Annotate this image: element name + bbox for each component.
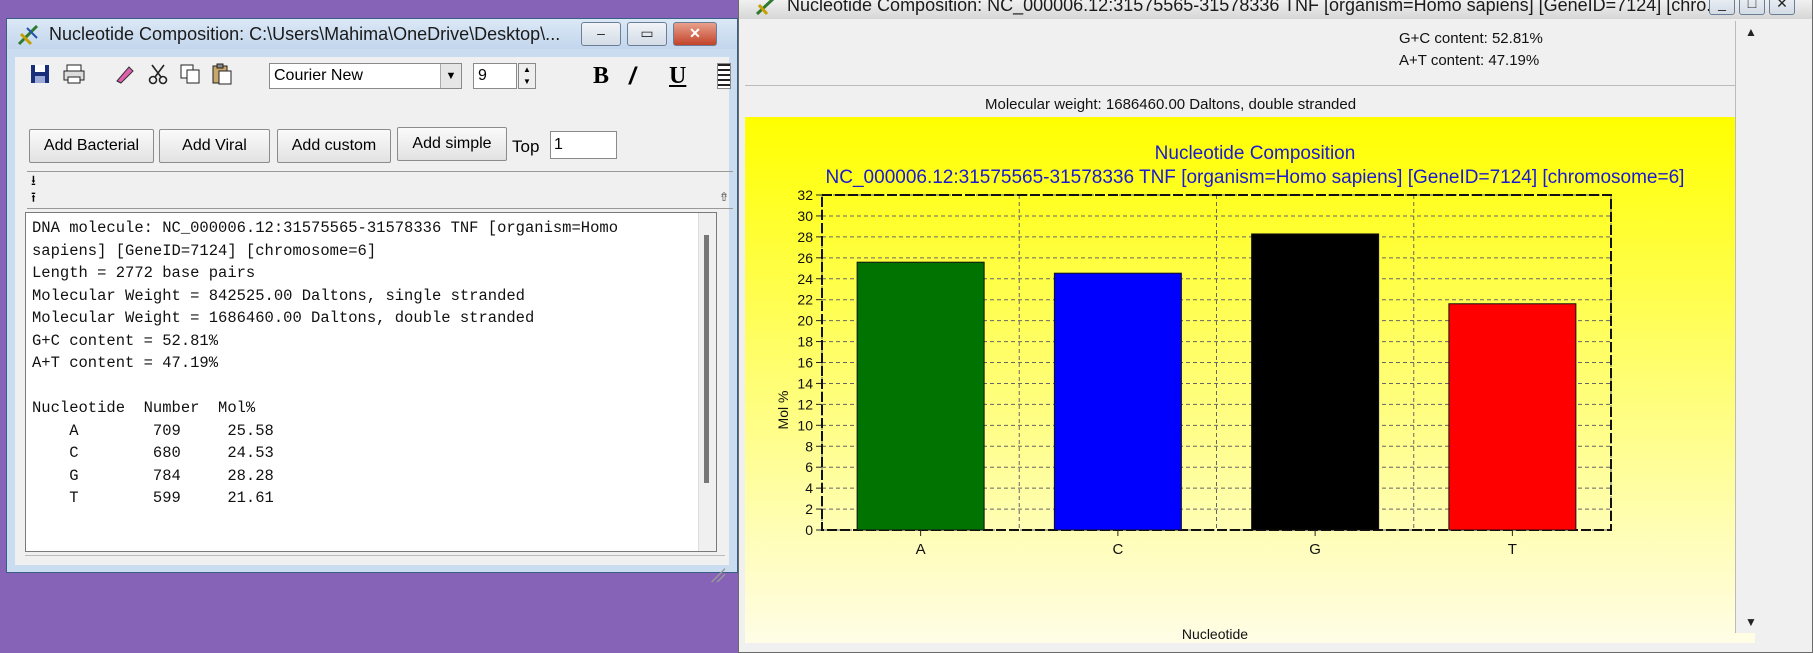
y-tick-label: 2	[805, 501, 813, 517]
font-name-combo[interactable]: Courier New ▼	[269, 63, 462, 89]
status-bar	[25, 555, 725, 582]
x-tick-label: C	[1112, 541, 1123, 558]
chart: Nucleotide Composition NC_000006.12:3157…	[745, 117, 1755, 643]
app-icon	[17, 24, 39, 46]
italic-button[interactable]: /	[629, 63, 636, 90]
y-tick-label: 24	[797, 271, 813, 287]
right-client-area: G+C content: 52.81% A+T content: 47.19% …	[745, 21, 1766, 651]
scroll-thumb[interactable]	[704, 235, 709, 483]
y-tick-label: 30	[797, 208, 813, 224]
align-icon[interactable]	[717, 63, 731, 89]
add-simple-button[interactable]: Add simple	[397, 127, 507, 161]
save-icon[interactable]	[27, 63, 53, 89]
y-tick-label: 6	[805, 459, 813, 475]
bold-button[interactable]: B	[593, 63, 610, 89]
nucleotide-chart-window: Nucleotide Composition: NC_000006.12:315…	[738, 0, 1813, 653]
bar-T	[1448, 303, 1577, 531]
plot-border	[821, 194, 1612, 531]
eraser-icon[interactable]	[111, 63, 137, 89]
pane-splitter[interactable]: ⭳ ⭱ ⇮	[27, 171, 733, 209]
nucleotide-text-window: Nucleotide Composition: C:\Users\Mahima\…	[6, 18, 738, 582]
left-title-bar[interactable]: Nucleotide Composition: C:\Users\Mahima\…	[7, 19, 737, 49]
close-button[interactable]: ✕	[673, 22, 717, 46]
left-client-area: Courier New ▼ 9 ▲ ▼ B / U Add Bacterial A…	[15, 57, 733, 582]
add-bacterial-button[interactable]: Add Bacterial	[29, 129, 154, 163]
info-pane: G+C content: 52.81% A+T content: 47.19%	[745, 21, 1765, 86]
chevron-down-icon[interactable]: ▼	[440, 64, 461, 88]
cut-icon[interactable]	[145, 63, 171, 89]
y-tick-label: 22	[797, 292, 813, 308]
y-tick-label: 12	[797, 396, 813, 412]
arrow-up-icon[interactable]: ⭱	[31, 189, 36, 205]
y-tick-label: 16	[797, 355, 813, 371]
paste-icon[interactable]	[209, 63, 235, 89]
arrow-top-icon[interactable]: ⇮	[718, 190, 729, 204]
y-tick-label: 26	[797, 250, 813, 266]
font-name-value: Courier New	[274, 67, 363, 84]
chart-title: Nucleotide Composition	[1155, 143, 1356, 164]
top-label: Top	[512, 137, 540, 156]
font-size-spinner[interactable]: ▲ ▼	[518, 63, 536, 89]
font-size-input[interactable]: 9	[473, 63, 517, 89]
vertical-scrollbar[interactable]: ▲ ▼	[1735, 21, 1766, 633]
scroll-up-button[interactable]: ▲	[1745, 25, 1757, 39]
y-tick-label: 10	[797, 417, 813, 433]
minimize-button[interactable]: –	[581, 22, 621, 46]
app-icon	[755, 0, 775, 15]
scroll-down-button[interactable]: ▼	[1745, 615, 1757, 629]
y-axis-label: Mol %	[775, 391, 791, 430]
y-tick-label: 20	[797, 313, 813, 329]
top-input[interactable]: 1	[550, 131, 617, 159]
y-tick-label: 14	[797, 375, 813, 391]
report-text: DNA molecule: NC_000006.12:31575565-3157…	[32, 219, 618, 507]
left-window-title: Nucleotide Composition: C:\Users\Mahima\…	[49, 24, 561, 44]
y-tick-label: 32	[797, 187, 813, 203]
gc-content-label: G+C content: 52.81%	[1399, 30, 1543, 47]
x-axis-label: Nucleotide	[1182, 626, 1248, 642]
y-tick-label: 0	[805, 522, 813, 538]
bar-C	[1053, 272, 1182, 531]
maximize-button[interactable]: □	[1739, 0, 1765, 15]
at-content-label: A+T content: 47.19%	[1399, 52, 1540, 69]
vertical-scrollbar[interactable]	[698, 213, 716, 551]
right-title-bar[interactable]: Nucleotide Composition: NC_000006.12:315…	[739, 0, 1812, 19]
add-viral-button[interactable]: Add Viral	[159, 129, 270, 163]
print-icon[interactable]	[61, 63, 87, 89]
arrow-down-icon[interactable]: ⭳	[31, 172, 36, 188]
close-button[interactable]: ✕	[1769, 0, 1795, 15]
resize-grip-icon[interactable]	[709, 566, 725, 582]
copy-icon[interactable]	[177, 63, 203, 89]
chart-subtitle: NC_000006.12:31575565-31578336 TNF [orga…	[826, 167, 1685, 188]
underline-button[interactable]: U	[669, 63, 687, 89]
y-tick-label: 18	[797, 334, 813, 350]
bar-A	[856, 261, 985, 531]
maximize-button[interactable]: ▭	[627, 22, 667, 46]
molecular-weight-label: Molecular weight: 1686460.00 Daltons, do…	[985, 96, 1357, 113]
add-custom-button[interactable]: Add custom	[277, 129, 391, 163]
x-tick-label: T	[1508, 541, 1517, 558]
y-tick-label: 28	[797, 229, 813, 245]
bar-G	[1251, 233, 1380, 531]
y-tick-label: 8	[805, 438, 813, 454]
x-tick-label: A	[916, 541, 926, 558]
report-text-area[interactable]: DNA molecule: NC_000006.12:31575565-3157…	[25, 212, 717, 552]
y-tick-label: 4	[805, 480, 813, 496]
minimize-button[interactable]: _	[1709, 0, 1735, 15]
x-tick-label: G	[1309, 541, 1321, 558]
right-window-title: Nucleotide Composition: NC_000006.12:315…	[787, 0, 1722, 15]
font-size-value: 9	[478, 67, 487, 84]
